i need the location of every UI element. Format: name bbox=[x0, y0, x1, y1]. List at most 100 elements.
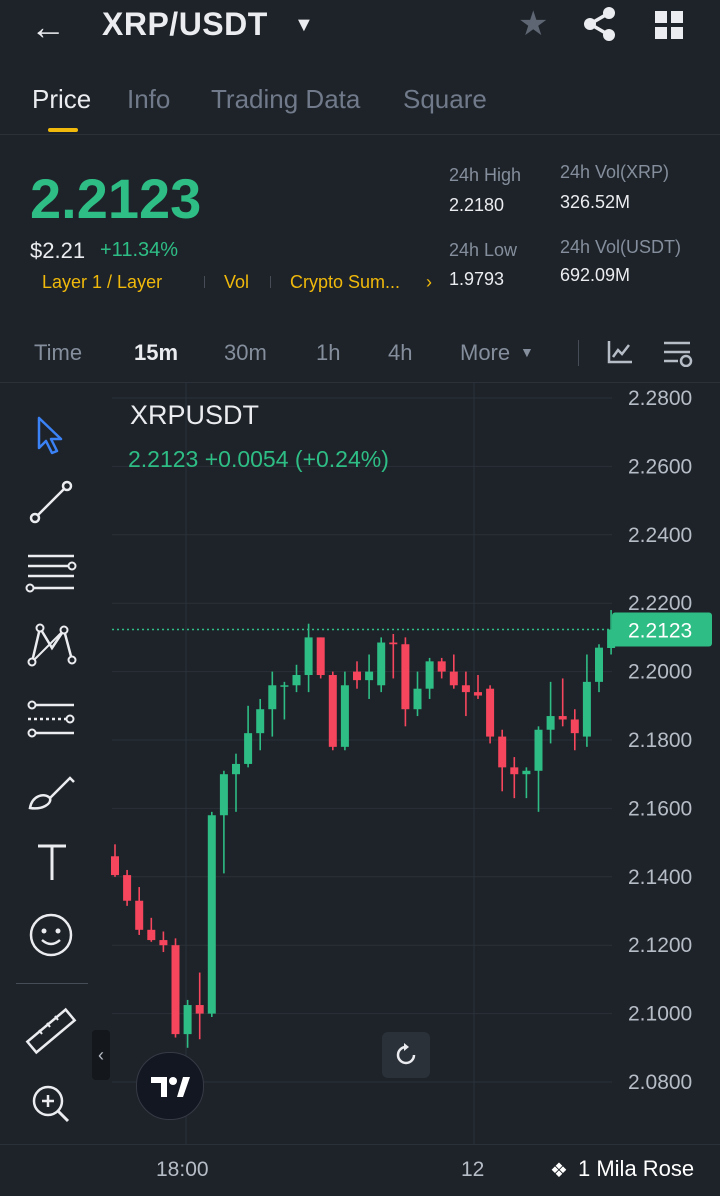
y-tick-label: 2.2000 bbox=[628, 661, 692, 684]
candle-up bbox=[207, 811, 216, 1018]
candle-down bbox=[123, 869, 132, 906]
indicator-icon[interactable] bbox=[606, 339, 634, 365]
candle-up bbox=[595, 644, 603, 693]
candle-body bbox=[244, 733, 253, 764]
candle-body bbox=[582, 681, 591, 737]
candle-body bbox=[135, 900, 144, 930]
trend-line-icon[interactable] bbox=[22, 478, 80, 528]
ruler-icon[interactable] bbox=[22, 1006, 80, 1056]
candle-body bbox=[570, 719, 579, 734]
y-tick-label: 2.1000 bbox=[628, 1003, 692, 1026]
divider bbox=[578, 340, 579, 366]
candle-down bbox=[570, 709, 579, 751]
candle-body bbox=[365, 671, 374, 681]
collapse-toolbar-icon[interactable]: ‹ bbox=[92, 1030, 110, 1080]
pair-title[interactable]: XRP/USDT bbox=[102, 6, 268, 42]
pattern-icon[interactable] bbox=[22, 620, 80, 670]
vol-xrp-label: 24h Vol(XRP) bbox=[560, 162, 670, 182]
candle-down bbox=[195, 972, 204, 1040]
candle-up bbox=[280, 681, 289, 720]
caret-down-icon[interactable]: ▼ bbox=[294, 14, 314, 36]
text-icon[interactable] bbox=[22, 838, 80, 888]
tf-15m[interactable]: 15m bbox=[134, 340, 179, 365]
horizontal-lines-icon[interactable] bbox=[22, 550, 80, 600]
tab-square[interactable]: Square bbox=[403, 84, 487, 114]
y-tick-label: 2.2400 bbox=[628, 524, 692, 547]
candle-body bbox=[437, 661, 446, 672]
usd-price: $2.21 bbox=[30, 238, 86, 263]
candle-down bbox=[474, 675, 482, 699]
active-tab-indicator bbox=[48, 128, 78, 132]
candle-body bbox=[449, 671, 458, 686]
tab-info[interactable]: Info bbox=[127, 84, 171, 114]
candle-up bbox=[413, 671, 422, 717]
candle-body bbox=[171, 945, 180, 1035]
x-tick-label: 12 bbox=[461, 1158, 485, 1181]
tag-layer1[interactable]: Layer 1 / Layer bbox=[42, 272, 163, 292]
tf-more[interactable]: More bbox=[460, 340, 511, 365]
candle-body bbox=[389, 642, 398, 645]
candle-down bbox=[147, 917, 156, 942]
reset-chart-button[interactable] bbox=[382, 1032, 430, 1078]
candle-body bbox=[183, 1005, 192, 1035]
tab-price[interactable]: Price bbox=[32, 84, 92, 114]
candle-up bbox=[365, 654, 374, 699]
tradingview-logo bbox=[136, 1052, 204, 1120]
candle-body bbox=[353, 671, 361, 681]
low-label: 24h Low bbox=[449, 240, 518, 260]
y-tick-label: 2.2800 bbox=[628, 387, 692, 410]
candle-up bbox=[256, 698, 265, 751]
chart-symbol: XRPUSDT bbox=[130, 400, 260, 430]
candle-down bbox=[171, 938, 180, 1038]
chevron-right-icon[interactable]: › bbox=[426, 272, 432, 292]
candlestick-chart[interactable]: 2.2800 2.2600 2.2400 2.2200 2.2000 2.1800 2.16… bbox=[0, 383, 720, 1196]
candle-up bbox=[377, 637, 386, 693]
y-tick-label: 2.2600 bbox=[628, 455, 692, 478]
tf-4h[interactable]: 4h bbox=[388, 340, 413, 365]
candle-down bbox=[159, 931, 168, 953]
share-icon[interactable] bbox=[580, 4, 620, 44]
tf-1h[interactable]: 1h bbox=[316, 340, 341, 365]
candle-down bbox=[111, 844, 119, 877]
brush-icon[interactable] bbox=[22, 768, 80, 818]
tag-crypto-sum[interactable]: Crypto Sum... bbox=[290, 272, 401, 292]
zoom-in-icon[interactable] bbox=[22, 1078, 80, 1128]
emoji-icon[interactable] bbox=[22, 910, 80, 960]
candle-up bbox=[268, 671, 277, 737]
back-arrow-icon[interactable]: ← bbox=[30, 6, 66, 47]
tab-trading-data[interactable]: Trading Data bbox=[211, 84, 361, 114]
star-icon[interactable]: ★ bbox=[518, 5, 549, 43]
tf-time[interactable]: Time bbox=[34, 340, 83, 365]
fib-icon[interactable] bbox=[22, 695, 80, 745]
candle-down bbox=[486, 685, 495, 744]
settings-icon[interactable] bbox=[662, 339, 694, 367]
candle-down bbox=[558, 678, 567, 727]
candle-body bbox=[256, 709, 265, 734]
candle-up bbox=[292, 664, 301, 693]
candle-body bbox=[607, 629, 616, 649]
candle-down bbox=[449, 654, 458, 689]
candle-body bbox=[522, 770, 531, 775]
candle-body bbox=[425, 661, 434, 689]
candle-down bbox=[401, 637, 410, 727]
caret-down-icon[interactable]: ▼ bbox=[520, 344, 534, 360]
y-tick-label: 2.1200 bbox=[628, 934, 692, 957]
watermark-diamond-icon: ❖ bbox=[550, 1160, 568, 1182]
grid-icon[interactable] bbox=[654, 10, 684, 40]
candle-up bbox=[183, 999, 192, 1048]
candle-body bbox=[304, 637, 313, 676]
candle-up bbox=[534, 726, 543, 812]
cursor-icon[interactable] bbox=[22, 410, 80, 460]
tradingview-logo-icon bbox=[151, 1077, 190, 1097]
candle-body bbox=[510, 767, 519, 775]
candle-down bbox=[389, 633, 398, 679]
x-axis-strip bbox=[0, 1144, 720, 1196]
current-price-label: 2.2123 bbox=[628, 620, 692, 643]
divider bbox=[0, 382, 720, 383]
candle-down bbox=[510, 757, 519, 799]
tag-vol[interactable]: Vol bbox=[224, 272, 250, 292]
watermark-text: 1 Mila Rose bbox=[578, 1156, 695, 1181]
tf-30m[interactable]: 30m bbox=[224, 340, 267, 365]
candle-body bbox=[546, 716, 555, 730]
candle-body bbox=[123, 875, 132, 901]
